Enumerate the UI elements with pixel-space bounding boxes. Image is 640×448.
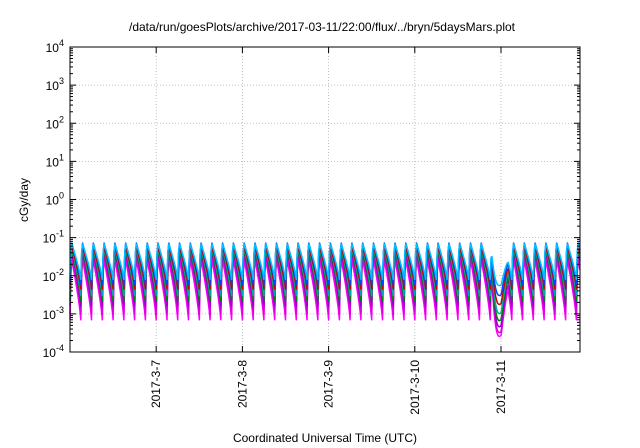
y-tick-label: 10-4 [43, 343, 64, 360]
x-tick-label: 2017-3-8 [235, 360, 249, 408]
x-axis-label: Coordinated Universal Time (UTC) [233, 431, 417, 445]
y-axis: 10-4 10-3 10-2 10-1 100 101 102 103 104 [43, 38, 580, 360]
y-tick-label: 103 [46, 76, 64, 93]
y-tick-label: 100 [46, 191, 64, 208]
series-line [69, 247, 581, 315]
chart-title: /data/run/goesPlots/archive/2017-03-11/2… [129, 20, 516, 34]
series-line [69, 243, 581, 287]
y-tick-label: 102 [46, 114, 64, 131]
x-axis: 2017-3-7 2017-3-8 2017-3-9 2017-3-10 2017-3-… [149, 47, 508, 415]
y-tick-label: 10-2 [43, 267, 64, 284]
y-tick-label: 101 [46, 152, 64, 169]
x-tick-label: 2017-3-11 [494, 360, 508, 414]
y-tick-label: 104 [46, 38, 64, 55]
series-layer [69, 242, 581, 338]
x-tick-label: 2017-3-7 [149, 360, 163, 408]
y-tick-label: 10-1 [43, 229, 64, 246]
y-tick-label: 10-3 [43, 305, 64, 322]
x-tick-label: 2017-3-9 [322, 360, 336, 408]
y-axis-label: cGy/day [17, 178, 31, 222]
x-tick-label: 2017-3-10 [408, 360, 422, 415]
